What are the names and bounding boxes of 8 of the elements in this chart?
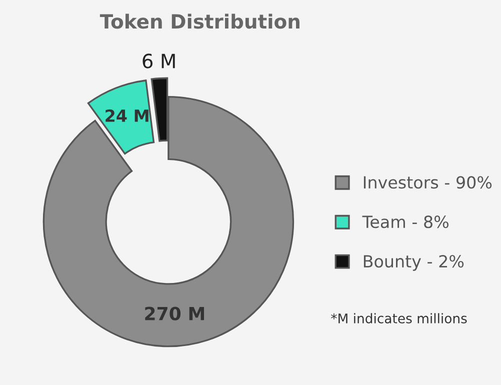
legend-label: Investors - 90% bbox=[364, 176, 492, 189]
text: *M indicates millions bbox=[331, 313, 467, 324]
legend-label: Bounty - 2% bbox=[364, 254, 464, 271]
data-label: 24 M bbox=[106, 109, 148, 122]
chart-title: Token Distribution bbox=[100, 14, 300, 29]
legend-label: Team - 8% bbox=[362, 216, 448, 228]
data-label: 6 M bbox=[142, 54, 175, 68]
data-label: 270 M bbox=[145, 306, 204, 320]
